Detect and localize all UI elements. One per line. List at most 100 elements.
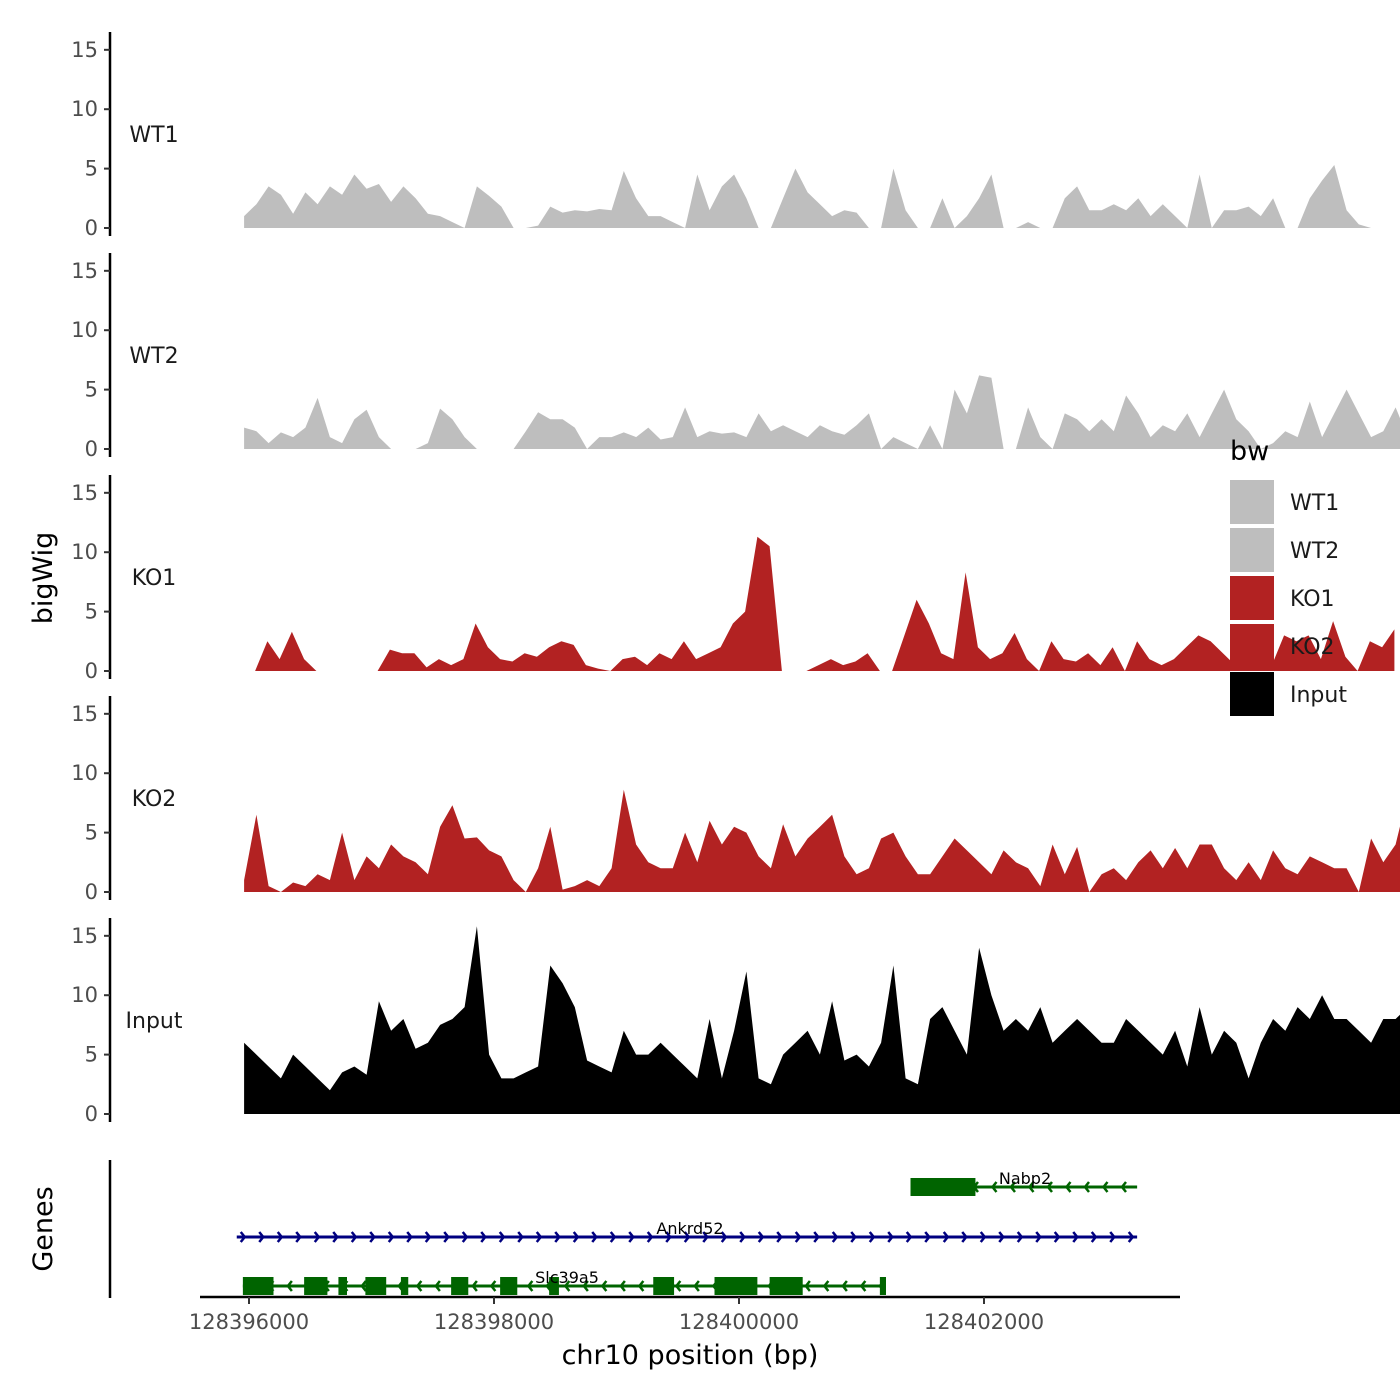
- legend-label-WT1: WT1: [1290, 491, 1339, 516]
- strand-arrow-icon: [387, 1231, 395, 1243]
- exon: [653, 1277, 675, 1295]
- y-tick-label: 0: [85, 659, 98, 683]
- strand-arrow-icon: [905, 1231, 913, 1243]
- track-label-KO2: KO2: [132, 787, 177, 812]
- track-KO1: 0 5 10 15 KO1: [71, 475, 1395, 683]
- y-tick-label: 5: [85, 1043, 98, 1067]
- x-axis-title: chr10 position (bp): [562, 1340, 819, 1371]
- strand-arrow-icon: [822, 1280, 830, 1292]
- strand-arrow-icon: [471, 1280, 478, 1292]
- strand-arrow-icon: [859, 1280, 867, 1292]
- bigwig-tracks: 0 5 10 15 WT1 0 5 10 15 WT2 0 5 10 15 KO1 0 5 10 15 KO2 0 5 10…: [71, 32, 1400, 1126]
- area-KO2: [244, 789, 1400, 892]
- gene-Slc39a5: Slc39a5: [242, 1268, 886, 1295]
- strand-arrow-icon: [582, 1280, 589, 1292]
- area-WT1: [244, 165, 1372, 228]
- exon: [400, 1277, 409, 1295]
- strand-arrow-icon: [554, 1231, 561, 1243]
- strand-arrow-icon: [295, 1231, 302, 1243]
- gene-Ankrd52: Ankrd52: [236, 1219, 1138, 1243]
- strand-arrow-icon: [674, 1280, 682, 1292]
- strand-arrow-icon: [942, 1231, 950, 1243]
- track-label-Input: Input: [126, 1009, 183, 1034]
- exon: [365, 1277, 387, 1295]
- y-tick-label: 15: [71, 38, 98, 62]
- strand-arrow-icon: [619, 1280, 626, 1292]
- strand-arrow-icon: [1120, 1181, 1127, 1193]
- strand-arrow-icon: [332, 1231, 339, 1243]
- y-tick-label: 0: [85, 437, 98, 461]
- legend-label-KO1: KO1: [1290, 587, 1335, 612]
- strand-arrow-icon: [1053, 1231, 1061, 1243]
- strand-arrow-icon: [720, 1231, 728, 1243]
- y-tick-label: 5: [85, 821, 98, 845]
- strand-arrow-icon: [1083, 1181, 1090, 1193]
- x-tick-label: 128396000: [189, 1310, 309, 1334]
- gene-track: Nabp2 Ankrd52 Slc39a5: [108, 1160, 1138, 1298]
- strand-arrow-icon: [637, 1280, 645, 1292]
- x-tick-label: 128402000: [924, 1310, 1044, 1334]
- strand-arrow-icon: [1046, 1181, 1053, 1193]
- exon: [910, 1178, 976, 1196]
- strand-arrow-icon: [258, 1231, 265, 1243]
- exon: [451, 1277, 469, 1295]
- y-tick-label: 10: [71, 97, 98, 121]
- y-tick-label: 10: [71, 761, 98, 785]
- area-KO1: [255, 536, 1395, 671]
- y-tick-label: 15: [71, 924, 98, 948]
- strand-arrow-icon: [591, 1231, 598, 1243]
- exon: [714, 1277, 758, 1295]
- track-WT2: 0 5 10 15 WT2: [71, 253, 1400, 461]
- legend-swatch-WT2: [1230, 528, 1274, 572]
- strand-arrow-icon: [693, 1280, 700, 1292]
- legend-swatch-WT1: [1230, 480, 1274, 524]
- strand-arrow-icon: [517, 1231, 524, 1243]
- strand-arrow-icon: [961, 1231, 968, 1243]
- strand-arrow-icon: [702, 1231, 709, 1243]
- y-tick-label: 5: [85, 600, 98, 624]
- x-tick-label: 128398000: [434, 1310, 554, 1334]
- strand-arrow-icon: [1016, 1231, 1024, 1243]
- strand-arrow-icon: [526, 1280, 534, 1292]
- y-tick-label: 15: [71, 481, 98, 505]
- exon: [549, 1277, 559, 1295]
- area-Input: [244, 926, 1400, 1114]
- strand-arrow-icon: [609, 1231, 617, 1243]
- y-tick-label: 0: [85, 1102, 98, 1126]
- strand-arrow-icon: [868, 1231, 876, 1243]
- y-tick-label: 15: [71, 702, 98, 726]
- strand-arrow-icon: [415, 1280, 423, 1292]
- y-tick-label: 10: [71, 318, 98, 342]
- exon: [338, 1277, 347, 1295]
- track-KO2: 0 5 10 15 KO2: [71, 696, 1400, 904]
- strand-arrow-icon: [600, 1280, 608, 1292]
- strand-arrow-icon: [1035, 1231, 1042, 1243]
- strand-arrow-icon: [998, 1231, 1005, 1243]
- strand-arrow-icon: [1064, 1181, 1072, 1193]
- strand-arrow-icon: [350, 1231, 358, 1243]
- strand-arrow-icon: [1009, 1181, 1016, 1193]
- y-tick-label: 10: [71, 540, 98, 564]
- track-WT1: 0 5 10 15 WT1: [71, 32, 1372, 240]
- legend-swatch-KO1: [1230, 576, 1274, 620]
- strand-arrow-icon: [646, 1231, 654, 1243]
- strand-arrow-icon: [313, 1231, 321, 1243]
- strand-arrow-icon: [406, 1231, 413, 1243]
- strand-arrow-icon: [990, 1181, 998, 1193]
- track-Input: 0 5 10 15 Input: [71, 918, 1400, 1126]
- strand-arrow-icon: [1090, 1231, 1098, 1243]
- strand-arrow-icon: [276, 1231, 284, 1243]
- strand-arrow-icon: [563, 1280, 571, 1292]
- exon: [769, 1277, 803, 1295]
- x-axis: 128396000 128398000 128400000 128402000: [189, 1295, 1180, 1334]
- y-tick-label: 5: [85, 378, 98, 402]
- strand-arrow-icon: [776, 1231, 783, 1243]
- strand-arrow-icon: [535, 1231, 543, 1243]
- strand-arrow-icon: [757, 1231, 765, 1243]
- gene-label-Nabp2: Nabp2: [999, 1169, 1051, 1188]
- exon: [304, 1277, 328, 1295]
- track-label-WT1: WT1: [129, 123, 178, 148]
- gene-Nabp2: Nabp2: [910, 1169, 1138, 1196]
- strand-arrow-icon: [979, 1231, 987, 1243]
